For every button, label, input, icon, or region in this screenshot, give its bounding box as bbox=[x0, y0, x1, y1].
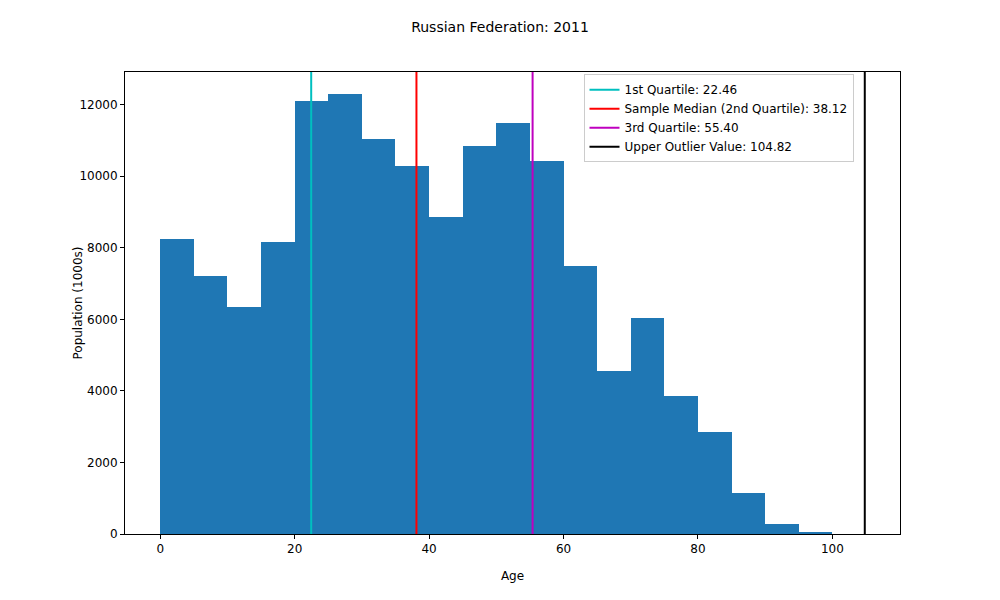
svg-text:10000: 10000 bbox=[79, 169, 117, 183]
svg-text:6000: 6000 bbox=[87, 313, 118, 327]
svg-text:40: 40 bbox=[421, 542, 436, 556]
svg-text:3rd Quartile: 55.40: 3rd Quartile: 55.40 bbox=[625, 121, 739, 135]
svg-text:80: 80 bbox=[690, 542, 705, 556]
svg-text:Age: Age bbox=[501, 569, 524, 583]
svg-text:60: 60 bbox=[556, 542, 571, 556]
svg-text:0: 0 bbox=[110, 527, 118, 541]
svg-text:Sample Median (2nd Quartile):: Sample Median (2nd Quartile): 38.12 bbox=[625, 102, 848, 116]
svg-text:0: 0 bbox=[156, 542, 164, 556]
svg-text:2000: 2000 bbox=[87, 456, 118, 470]
svg-text:20: 20 bbox=[287, 542, 302, 556]
svg-text:Upper Outlier Value: 104.82: Upper Outlier Value: 104.82 bbox=[625, 140, 793, 154]
svg-text:Population (1000s): Population (1000s) bbox=[71, 246, 85, 359]
svg-text:Russian Federation: 2011: Russian Federation: 2011 bbox=[411, 19, 589, 35]
svg-text:12000: 12000 bbox=[79, 98, 117, 112]
svg-text:4000: 4000 bbox=[87, 384, 118, 398]
svg-text:100: 100 bbox=[821, 542, 844, 556]
svg-text:8000: 8000 bbox=[87, 241, 118, 255]
svg-text:1st Quartile: 22.46: 1st Quartile: 22.46 bbox=[625, 83, 738, 97]
